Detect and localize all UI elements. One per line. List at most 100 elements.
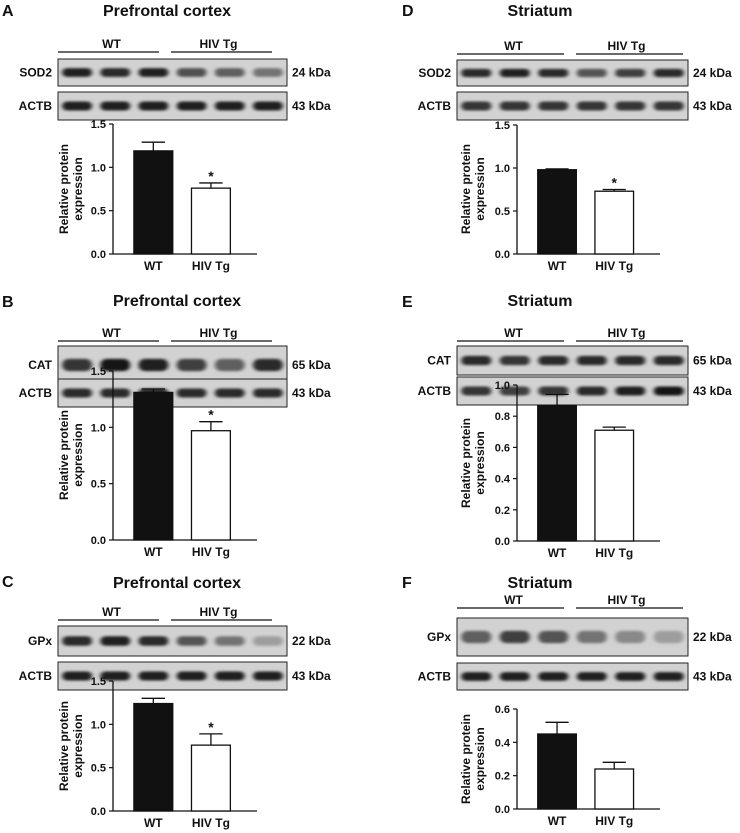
y-axis-label: Relative proteinexpression — [57, 410, 85, 500]
y-tick-label: 0.5 — [495, 206, 510, 218]
panel-letter: F — [402, 575, 412, 592]
band — [138, 671, 169, 681]
band — [214, 388, 245, 398]
panel-letter: E — [402, 294, 413, 311]
blot-strip — [456, 59, 689, 87]
band — [461, 101, 492, 111]
y-axis-label: Relative proteinexpression — [459, 714, 487, 804]
band — [653, 386, 684, 396]
panel-letter: D — [402, 3, 414, 20]
blot-strip — [57, 58, 288, 87]
band — [653, 672, 684, 681]
y-tick-label: 0.0 — [91, 806, 106, 818]
band — [62, 101, 92, 111]
bar-wt — [537, 404, 577, 542]
y-tick-label: 0.5 — [91, 763, 106, 775]
bar-chart: 0.0 0.2 0.4 0.6 Relative proteinexpression WT… — [459, 704, 660, 828]
band — [538, 630, 569, 644]
blot-actb: ACTB 43 kDa — [19, 661, 331, 691]
band — [138, 68, 169, 77]
group-label-wt: WT — [504, 593, 523, 607]
kda-label: 43 kDa — [292, 669, 331, 683]
x-tick-label: WT — [548, 259, 567, 273]
y-tick-label: 0.8 — [495, 411, 510, 423]
blot-strip — [456, 91, 689, 121]
y-tick-label: 0.0 — [495, 804, 510, 816]
band — [461, 630, 492, 644]
blot-strip — [456, 617, 689, 657]
blot-strip — [456, 376, 689, 406]
band — [499, 630, 530, 644]
significance-marker: * — [208, 168, 214, 184]
blot-sod2: SOD2 24 kDa — [19, 58, 331, 87]
group-label-hiv: HIV Tg — [200, 605, 238, 619]
y-axis-label: Relative proteinexpression — [459, 144, 487, 234]
band — [576, 101, 607, 111]
band — [615, 672, 646, 681]
protein-label: SOD2 — [418, 66, 451, 80]
band — [176, 358, 207, 372]
blot-actb: ACTB 43 kDa — [418, 662, 732, 691]
x-tick-label: HIV Tg — [192, 545, 230, 559]
group-label-hiv: HIV Tg — [608, 593, 646, 607]
band — [138, 358, 169, 372]
band — [538, 672, 569, 681]
panel-b: B Prefrontal cortex WT HIV Tg CAT 65 kDa ACTB 4… — [2, 293, 331, 559]
band — [538, 386, 569, 396]
blot-strip — [57, 625, 288, 657]
group-label-wt: WT — [504, 39, 523, 53]
band — [499, 101, 530, 111]
band — [461, 68, 492, 78]
group-label-wt: WT — [102, 326, 121, 340]
group-label-hiv: HIV Tg — [608, 326, 646, 340]
band — [100, 101, 131, 111]
protein-label: ACTB — [19, 99, 53, 113]
band — [176, 671, 207, 681]
x-tick-label: WT — [548, 814, 567, 828]
band — [214, 358, 245, 372]
y-tick-label: 0.5 — [91, 479, 106, 491]
band — [100, 358, 131, 372]
protein-label: ACTB — [19, 669, 53, 683]
kda-label: 24 kDa — [292, 66, 331, 80]
blot-actb: ACTB 43 kDa — [19, 378, 331, 408]
panel-letter: A — [2, 3, 14, 20]
x-tick-label: HIV Tg — [595, 814, 633, 828]
kda-label: 65 kDa — [693, 354, 732, 368]
x-tick-label: HIV Tg — [192, 259, 230, 273]
y-axis-label: Relative proteinexpression — [57, 144, 85, 234]
significance-marker: * — [612, 175, 618, 191]
blot-cat: CAT 65 kDa — [427, 345, 732, 376]
panel-title: Striatum — [508, 575, 573, 592]
band — [576, 355, 607, 366]
band — [576, 68, 607, 78]
band — [653, 630, 684, 644]
group-label-hiv: HIV Tg — [608, 39, 646, 53]
y-tick-label: 1.0 — [495, 380, 510, 392]
panel-title: Prefrontal cortex — [113, 575, 241, 592]
protein-label: CAT — [427, 354, 451, 368]
bar-hiv-tg — [594, 190, 635, 255]
bar-wt — [133, 150, 174, 255]
blot-strip — [57, 661, 288, 691]
blot-sod2: SOD2 24 kDa — [418, 59, 732, 87]
y-tick-label: 1.5 — [91, 366, 106, 378]
y-tick-label: 1.0 — [495, 163, 510, 175]
band — [214, 636, 245, 646]
bar-chart: 0.0 0.2 0.4 0.6 0.8 1.0 Relative proteinexpres… — [459, 380, 660, 560]
panel-letter: B — [2, 294, 14, 311]
band — [62, 68, 92, 77]
y-tick-label: 0.6 — [495, 704, 510, 716]
band — [100, 636, 131, 646]
panel-title: Prefrontal cortex — [103, 3, 231, 20]
y-tick-label: 1.0 — [91, 422, 106, 434]
kda-label: 43 kDa — [693, 99, 732, 113]
bar-wt — [133, 391, 174, 541]
bar-wt — [537, 169, 577, 255]
x-tick-label: WT — [548, 546, 567, 560]
band — [176, 101, 207, 111]
band — [253, 388, 283, 398]
significance-marker: * — [208, 407, 214, 423]
protein-label: GPx — [28, 634, 52, 648]
